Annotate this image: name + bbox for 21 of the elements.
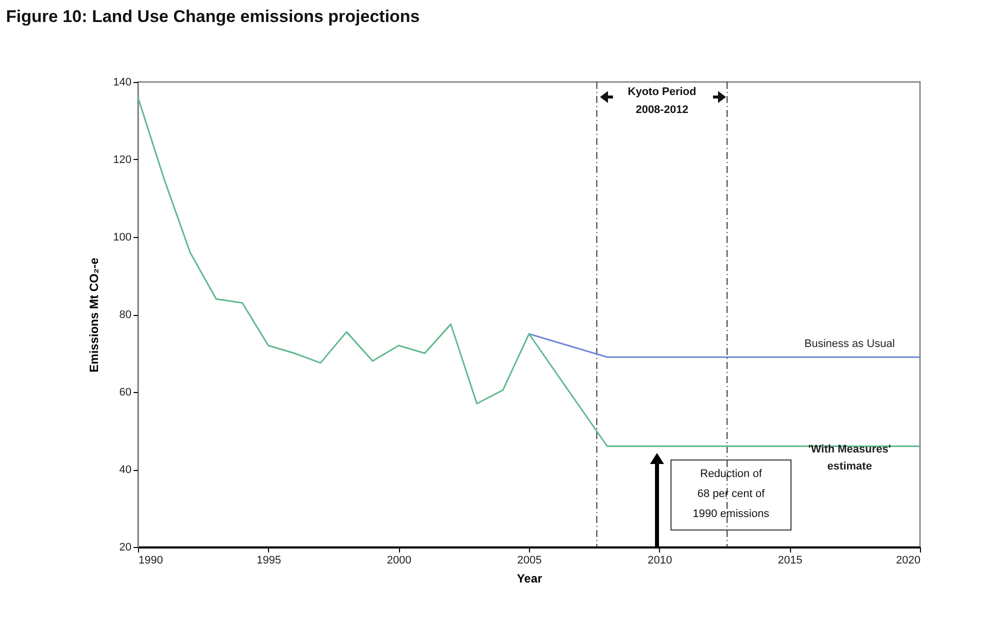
chart-title: Figure 10: Land Use Change emissions projections [6,7,420,26]
x-tick-label: 2015 [778,554,802,566]
series-label: 'With Measures' estimate [808,443,892,472]
y-tick-label: 120 [113,154,132,166]
annotation: Reduction of 68 per cent of 1990 emissions [692,468,770,520]
y-axis-title: Emissions Mt CO₂-e [87,257,102,372]
y-tick-label: 60 [119,386,132,398]
x-tick-label: 2010 [648,554,672,566]
annotation: Kyoto Period 2008-2012 [628,86,696,116]
x-axis-title: Year [516,572,543,586]
x-tick-label: 1990 [138,554,163,566]
x-tick-label: 2000 [386,554,412,566]
series-label: Business as Usual [804,338,895,350]
y-tick-label: 140 [113,76,132,88]
y-tick-label: 100 [113,232,132,244]
x-tick-label: 1995 [256,554,282,566]
x-tick-label: 2020 [896,554,920,566]
y-tick-label: 40 [119,464,132,476]
y-tick-label: 20 [119,542,132,554]
x-tick-label: 2005 [517,554,542,566]
y-tick-label: 80 [119,309,132,321]
